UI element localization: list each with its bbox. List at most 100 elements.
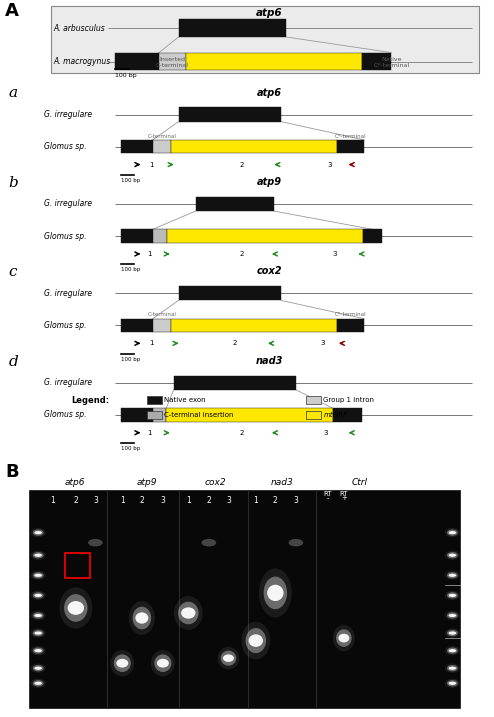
Ellipse shape [33, 630, 43, 636]
Ellipse shape [35, 632, 42, 635]
Ellipse shape [31, 628, 46, 638]
Ellipse shape [151, 650, 175, 676]
Bar [121, 408, 153, 422]
Ellipse shape [35, 682, 42, 685]
Text: 3: 3 [293, 496, 298, 505]
Ellipse shape [223, 655, 234, 662]
Text: C*-terminal: C*-terminal [335, 133, 367, 138]
Text: 1: 1 [147, 251, 152, 257]
Text: Group 1 intron: Group 1 intron [323, 397, 374, 403]
Ellipse shape [288, 539, 303, 546]
Ellipse shape [33, 529, 43, 536]
Text: 1: 1 [186, 496, 191, 505]
Ellipse shape [445, 528, 460, 537]
Ellipse shape [449, 682, 456, 685]
Bar [337, 140, 365, 153]
Ellipse shape [221, 650, 236, 665]
Ellipse shape [154, 655, 171, 672]
Ellipse shape [174, 596, 203, 630]
Bar [51, 6, 479, 73]
Text: C*-terminal: C*-terminal [335, 313, 367, 318]
Ellipse shape [267, 585, 284, 601]
Text: B: B [5, 463, 19, 481]
Ellipse shape [445, 551, 460, 560]
Ellipse shape [449, 649, 456, 652]
Text: 3: 3 [323, 429, 328, 436]
Ellipse shape [449, 667, 456, 670]
Ellipse shape [447, 665, 458, 671]
Ellipse shape [35, 614, 42, 617]
Ellipse shape [114, 655, 131, 672]
Ellipse shape [31, 528, 46, 537]
Ellipse shape [338, 634, 349, 642]
Text: 3: 3 [328, 161, 332, 168]
Ellipse shape [116, 659, 128, 668]
Ellipse shape [447, 680, 458, 686]
Ellipse shape [449, 554, 456, 557]
Bar [173, 376, 296, 390]
Bar [186, 52, 362, 70]
Text: Native exon: Native exon [165, 397, 206, 403]
Text: a: a [8, 86, 17, 100]
Text: G. irregulare: G. irregulare [44, 289, 92, 298]
Bar [306, 396, 321, 404]
Text: 2: 2 [240, 429, 245, 436]
Ellipse shape [31, 611, 46, 620]
Ellipse shape [35, 531, 42, 534]
Ellipse shape [88, 539, 103, 546]
Bar [159, 52, 186, 70]
Text: G. irregulare: G. irregulare [44, 199, 92, 209]
Ellipse shape [202, 539, 216, 546]
Text: b: b [8, 176, 18, 190]
Bar [65, 553, 90, 578]
Ellipse shape [129, 601, 155, 635]
Bar [166, 408, 332, 422]
Text: 2: 2 [240, 251, 245, 257]
Text: 3: 3 [333, 251, 337, 257]
Ellipse shape [181, 607, 196, 619]
Text: 1: 1 [253, 496, 258, 505]
Text: cox2: cox2 [205, 478, 226, 488]
Ellipse shape [64, 594, 87, 622]
Ellipse shape [31, 571, 46, 580]
Text: 100 bp: 100 bp [121, 178, 140, 183]
Ellipse shape [31, 678, 46, 688]
Ellipse shape [246, 628, 266, 653]
Ellipse shape [35, 667, 42, 670]
Ellipse shape [449, 614, 456, 617]
Ellipse shape [445, 571, 460, 580]
Text: RT: RT [324, 491, 332, 497]
Text: 100 bp: 100 bp [121, 267, 140, 272]
Ellipse shape [35, 574, 42, 577]
Ellipse shape [336, 630, 352, 647]
Text: Glomus sp.: Glomus sp. [44, 232, 86, 241]
Bar [147, 396, 163, 404]
Text: 2: 2 [206, 496, 211, 505]
Ellipse shape [445, 611, 460, 620]
Text: 1: 1 [50, 496, 55, 505]
Ellipse shape [445, 678, 460, 688]
Text: Ctrl: Ctrl [352, 478, 368, 488]
Ellipse shape [449, 574, 456, 577]
Ellipse shape [33, 647, 43, 654]
Text: C-terminal: C-terminal [148, 133, 176, 138]
Bar [29, 490, 460, 708]
Bar [332, 408, 362, 422]
Text: 500 bp: 500 bp [462, 635, 484, 640]
Ellipse shape [33, 592, 43, 599]
Bar [167, 229, 363, 243]
Bar [363, 229, 382, 243]
Text: Native
C*-terminal: Native C*-terminal [373, 57, 410, 67]
Ellipse shape [447, 612, 458, 619]
Bar [178, 108, 281, 122]
Text: 2: 2 [240, 161, 245, 168]
Ellipse shape [33, 612, 43, 619]
Text: atp9: atp9 [137, 478, 158, 488]
Text: C-terminal: C-terminal [148, 313, 176, 318]
Ellipse shape [135, 612, 148, 624]
Bar [337, 319, 365, 332]
Ellipse shape [132, 607, 151, 630]
Text: 100 bp: 100 bp [121, 357, 140, 362]
Ellipse shape [445, 591, 460, 600]
Text: 3: 3 [161, 496, 165, 505]
